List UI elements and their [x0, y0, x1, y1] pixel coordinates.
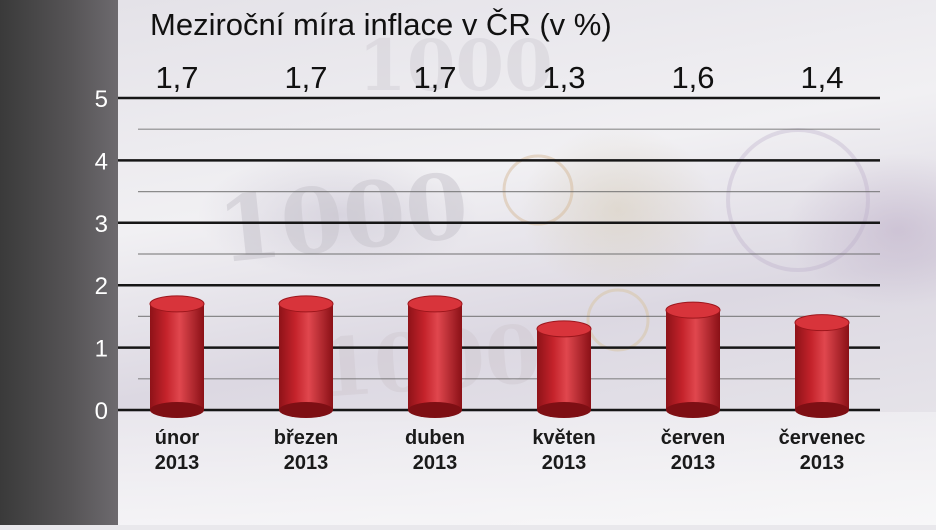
- data-label-6: 1,4: [800, 60, 843, 95]
- bar-base: [150, 402, 204, 418]
- x-tick-label-3: duben 2013: [405, 427, 465, 474]
- data-label-1: 1,7: [155, 60, 198, 95]
- y-tick-label-1: 1: [95, 336, 108, 363]
- bar-body: [408, 303, 462, 410]
- bar-base: [666, 402, 720, 418]
- bar-1: [149, 295, 205, 418]
- bar-base: [408, 402, 462, 418]
- bar-top: [149, 295, 205, 313]
- bar-6: [794, 314, 850, 418]
- bar-top: [665, 301, 721, 319]
- bar-base: [537, 402, 591, 418]
- bar-4: [536, 320, 592, 418]
- y-tick-label-4: 4: [95, 148, 108, 175]
- y-tick-label-5: 5: [95, 86, 108, 113]
- bar-top: [407, 295, 463, 313]
- y-tick-label-2: 2: [95, 273, 108, 300]
- grid-lines: [118, 96, 880, 412]
- bar-2: [278, 295, 334, 418]
- y-tick-label-3: 3: [95, 211, 108, 238]
- data-labels: 1,7 1,7 1,7 1,3 1,6 1,4: [155, 60, 843, 95]
- bar-base: [279, 402, 333, 418]
- bar-body: [537, 328, 591, 410]
- x-tick-label-1: únor 2013: [155, 427, 200, 474]
- y-axis-ticks: 0 1 2 3 4 5: [95, 86, 108, 425]
- bar-top: [794, 314, 850, 332]
- bar-base: [795, 402, 849, 418]
- left-dark-strip: [0, 0, 118, 525]
- x-tick-label-6: červenec 2013: [779, 427, 866, 474]
- data-label-5: 1,6: [671, 60, 714, 95]
- y-tick-label-0: 0: [95, 398, 108, 425]
- bar-body: [795, 322, 849, 410]
- data-label-3: 1,7: [413, 60, 456, 95]
- data-label-2: 1,7: [284, 60, 327, 95]
- chart-title: Meziroční míra inflace v ČR (v %): [150, 7, 612, 42]
- svg-text:1000: 1000: [213, 153, 473, 285]
- bottom-light-band: [118, 412, 936, 525]
- svg-text:1000: 1000: [358, 24, 553, 107]
- bar-body: [150, 303, 204, 410]
- bars: [149, 295, 850, 418]
- x-tick-label-2: březen 2013: [274, 427, 338, 474]
- bar-5: [665, 301, 721, 418]
- data-label-4: 1,3: [542, 60, 585, 95]
- bar-body: [279, 303, 333, 410]
- bar-body: [666, 310, 720, 410]
- bar-top: [536, 320, 592, 338]
- x-tick-label-4: květen 2013: [532, 427, 595, 474]
- bar-top: [278, 295, 334, 313]
- x-axis-ticks: únor 2013 březen 2013 duben 2013 květen 2013 čer…: [155, 427, 866, 474]
- x-tick-label-5: červen 2013: [661, 427, 726, 474]
- bar-3: [407, 295, 463, 418]
